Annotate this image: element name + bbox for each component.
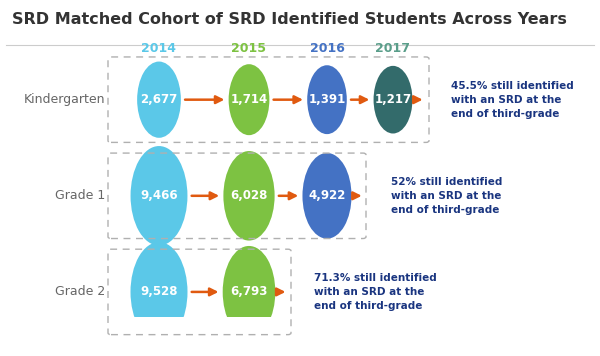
Text: 1,391: 1,391: [308, 93, 346, 106]
Ellipse shape: [131, 146, 187, 246]
Text: 9,466: 9,466: [140, 189, 178, 202]
Text: Grade 2: Grade 2: [55, 286, 105, 298]
Text: 1,217: 1,217: [374, 93, 412, 106]
Ellipse shape: [223, 151, 275, 241]
Text: 2,677: 2,677: [140, 93, 178, 106]
Ellipse shape: [374, 66, 412, 134]
Text: 45.5% still identified
with an SRD at the
end of third-grade: 45.5% still identified with an SRD at th…: [451, 81, 574, 119]
Ellipse shape: [131, 242, 187, 342]
Text: 2016: 2016: [310, 42, 344, 55]
Ellipse shape: [307, 65, 347, 134]
Text: 6,028: 6,028: [230, 189, 268, 202]
Text: 9,528: 9,528: [140, 286, 178, 298]
Text: 6,793: 6,793: [230, 286, 268, 298]
Text: 2015: 2015: [232, 42, 266, 55]
Text: 71.3% still identified
with an SRD at the
end of third-grade: 71.3% still identified with an SRD at th…: [314, 273, 437, 311]
Ellipse shape: [229, 64, 269, 135]
Text: SRD Matched Cohort of SRD Identified Students Across Years: SRD Matched Cohort of SRD Identified Stu…: [12, 12, 567, 27]
Text: 2017: 2017: [376, 42, 410, 55]
Text: 1,714: 1,714: [230, 93, 268, 106]
Text: 52% still identified
with an SRD at the
end of third-grade: 52% still identified with an SRD at the …: [391, 177, 502, 215]
Text: Kindergarten: Kindergarten: [23, 93, 105, 106]
Text: 2014: 2014: [142, 42, 176, 55]
Text: Grade 1: Grade 1: [55, 189, 105, 202]
Text: 4,922: 4,922: [308, 189, 346, 202]
Ellipse shape: [302, 153, 352, 239]
Ellipse shape: [223, 246, 275, 338]
Ellipse shape: [137, 62, 181, 138]
